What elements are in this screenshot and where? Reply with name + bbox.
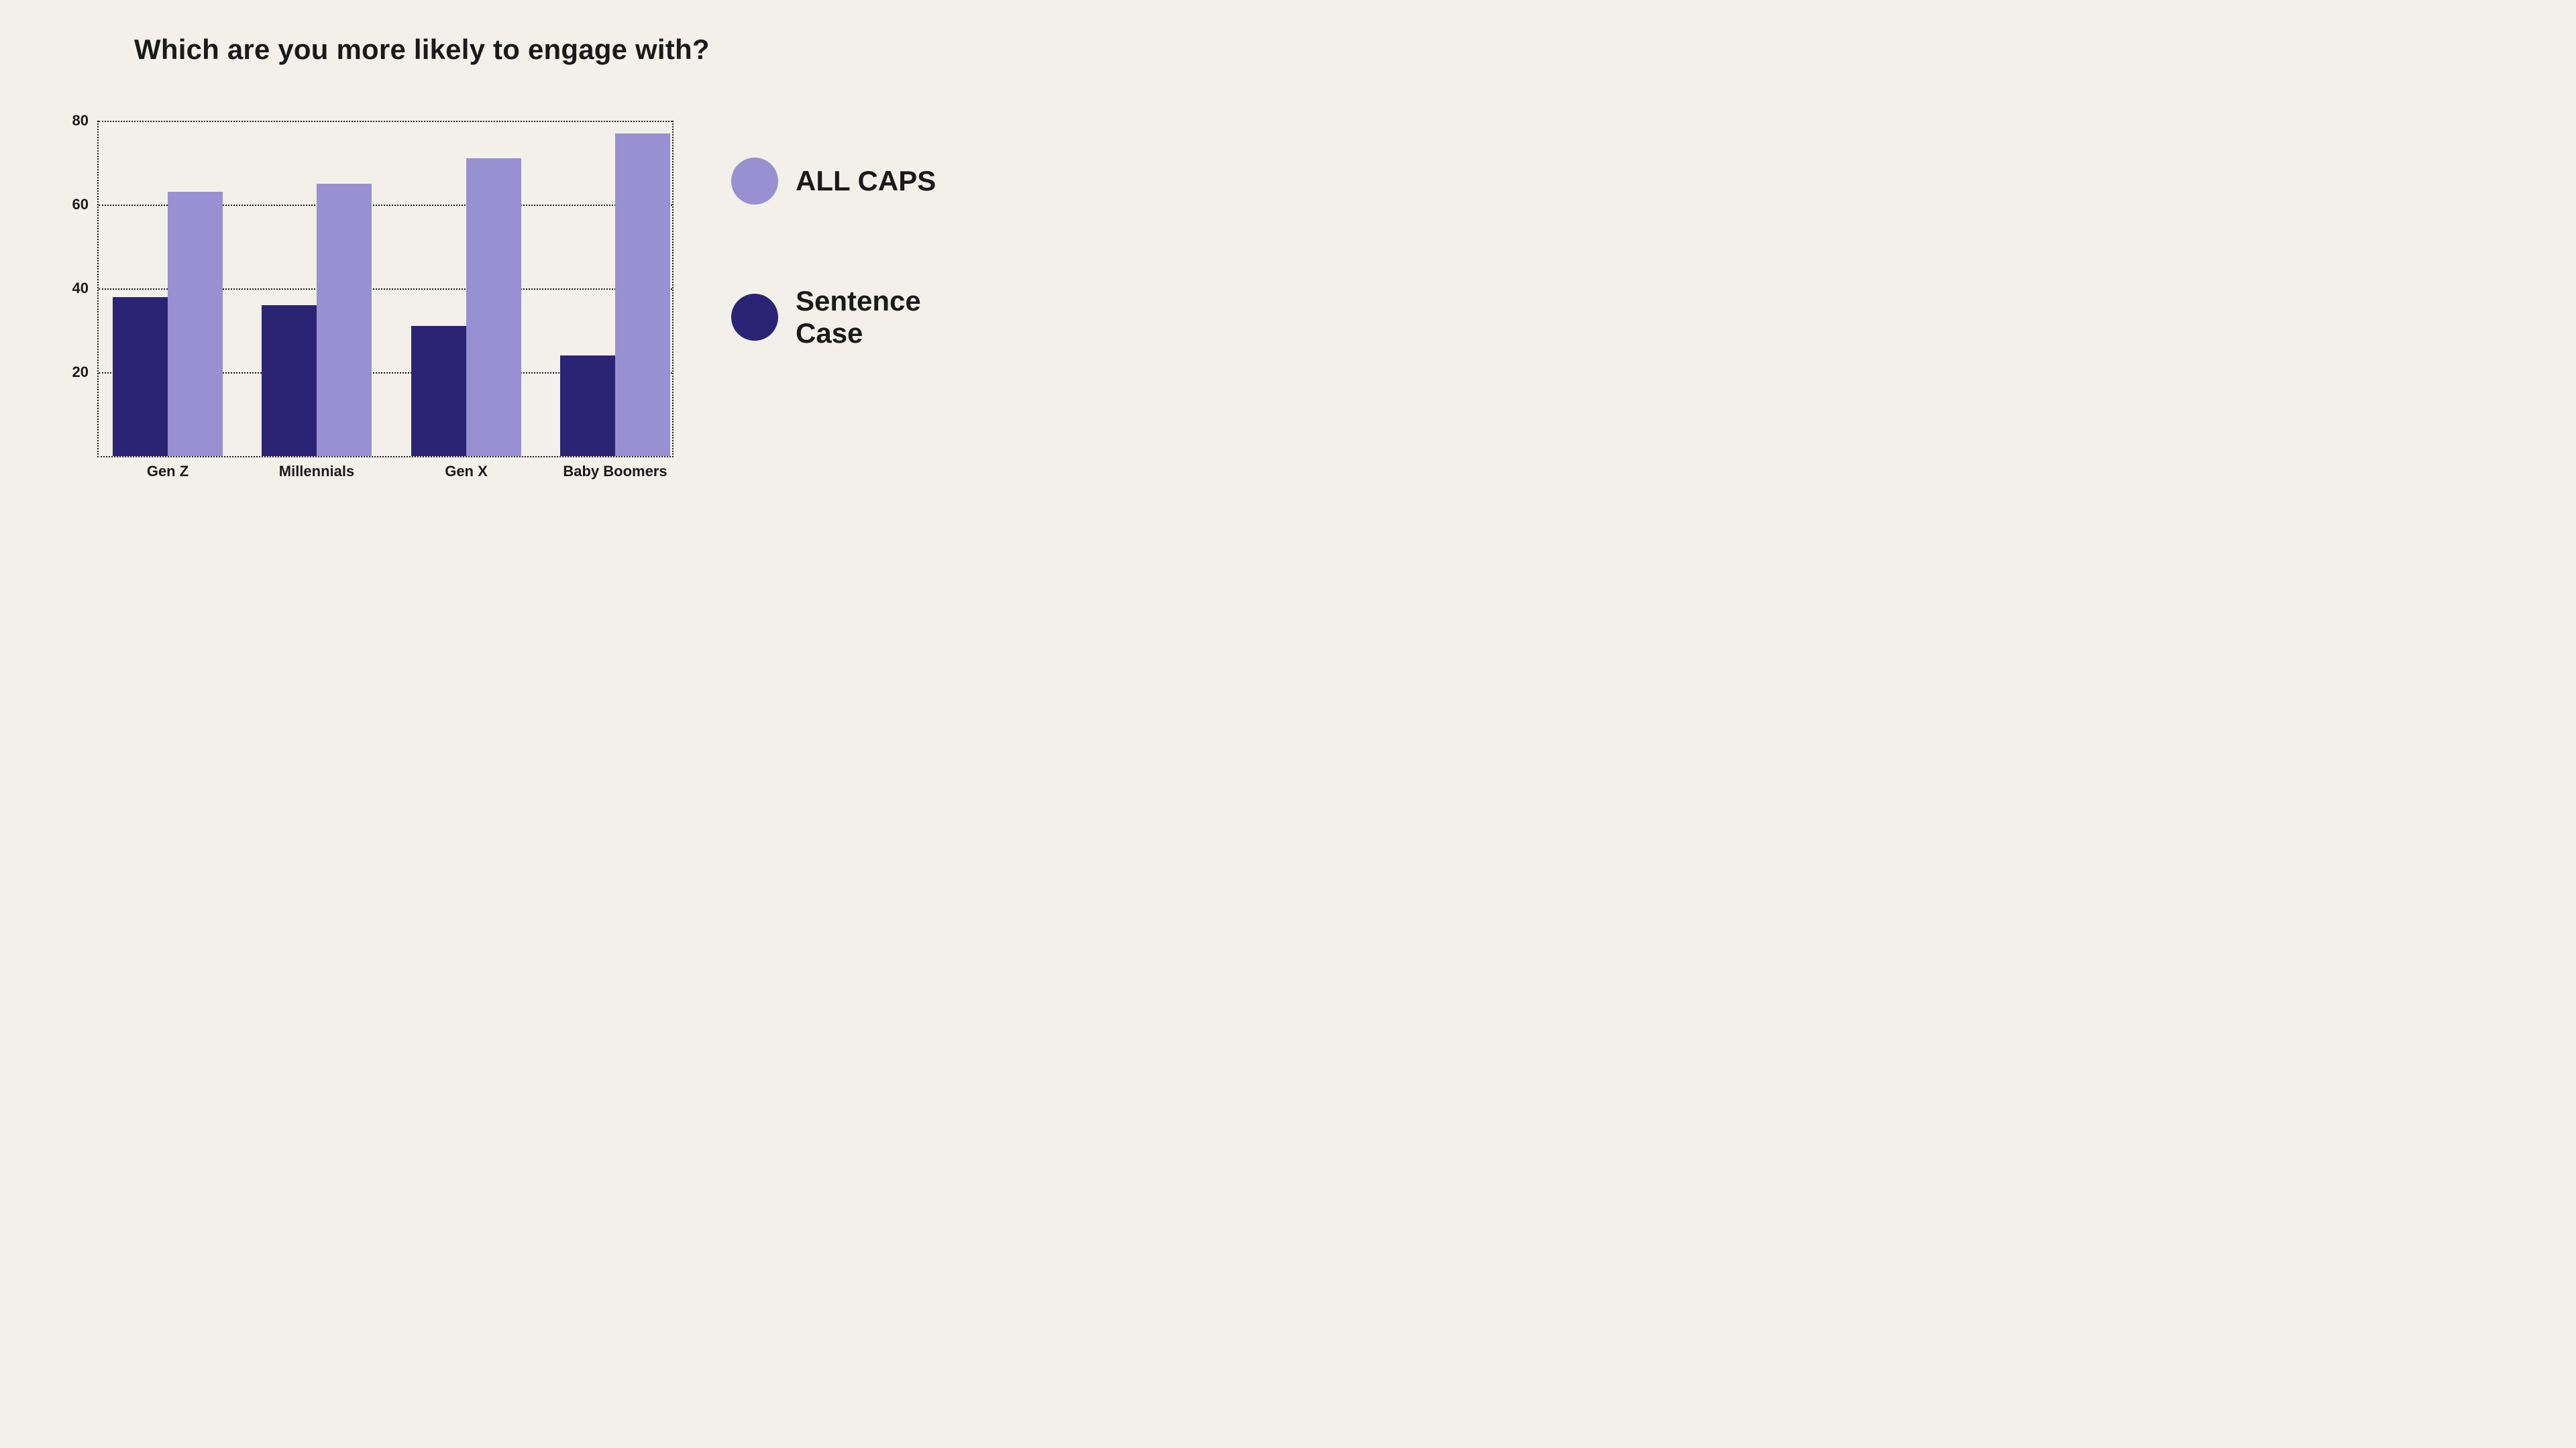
plot-area: Gen ZMillennialsGen XBaby Boomers 204060… — [97, 121, 674, 457]
bars-layer — [99, 121, 672, 456]
legend-swatch-allcaps — [731, 158, 778, 205]
y-tick-label: 20 — [48, 364, 89, 381]
legend-item-allcaps: ALL CAPS — [731, 158, 973, 205]
chart-canvas: Which are you more likely to engage with… — [0, 0, 1006, 565]
bar — [113, 297, 168, 457]
x-axis-label: Gen X — [445, 463, 488, 480]
legend-swatch-sentencecase — [731, 294, 778, 341]
x-axis-label: Gen Z — [147, 463, 189, 480]
bar — [168, 192, 223, 456]
bar — [411, 326, 466, 456]
y-tick-label: 60 — [48, 196, 89, 213]
chart-title: Which are you more likely to engage with… — [134, 34, 710, 66]
bar — [615, 133, 670, 456]
bar — [262, 305, 317, 456]
bar — [317, 184, 372, 456]
legend-label-sentencecase: Sentence Case — [796, 285, 973, 350]
legend: ALL CAPS Sentence Case — [731, 158, 973, 431]
y-tick-label: 40 — [48, 280, 89, 297]
legend-label-allcaps: ALL CAPS — [796, 165, 936, 197]
bar — [560, 355, 615, 456]
legend-item-sentencecase: Sentence Case — [731, 285, 973, 350]
x-axis-label: Baby Boomers — [563, 463, 667, 480]
x-axis-label: Millennials — [279, 463, 354, 480]
y-tick-label: 80 — [48, 112, 89, 129]
bar — [466, 158, 521, 456]
